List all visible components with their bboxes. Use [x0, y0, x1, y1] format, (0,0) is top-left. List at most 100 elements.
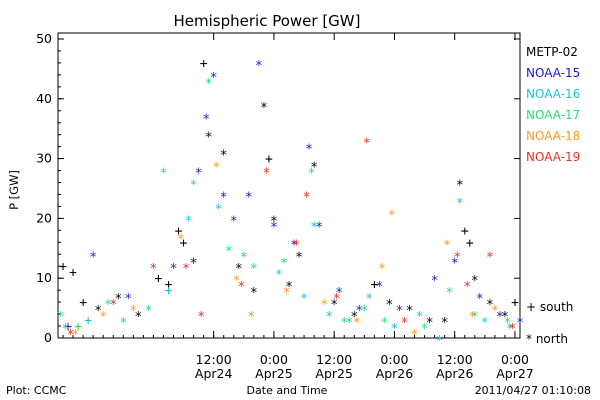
data-point: +	[165, 284, 173, 299]
data-point: *	[57, 310, 65, 325]
data-point: *	[285, 280, 293, 295]
data-point: *	[416, 310, 424, 325]
data-point: *	[456, 196, 464, 211]
data-point: *	[504, 316, 512, 331]
data-point: *	[290, 238, 298, 253]
data-point: *	[94, 304, 102, 319]
data-point: *	[280, 256, 288, 271]
data-point: *	[129, 304, 137, 319]
data-point: *	[501, 310, 509, 325]
data-point: +	[370, 278, 378, 293]
data-point: *	[197, 310, 205, 325]
data-point: *	[375, 280, 383, 295]
data-point: +	[175, 224, 183, 239]
data-point: +	[155, 272, 163, 287]
y-tick-label: 30	[36, 151, 52, 166]
data-point: *	[496, 310, 504, 325]
data-point: *	[310, 220, 318, 235]
data-point: *	[315, 220, 323, 235]
data-point: +	[79, 296, 87, 311]
data-point: *	[119, 316, 127, 331]
data-point: *	[202, 113, 210, 128]
data-point: *	[363, 137, 371, 152]
data-point: *	[124, 292, 132, 307]
hemisphere-key-entry: * north	[526, 332, 568, 346]
x-tick-time: 12:00	[196, 352, 232, 367]
data-point: *	[431, 274, 439, 289]
data-point: *	[411, 328, 419, 343]
data-point: *	[295, 250, 303, 265]
data-point: +	[64, 320, 72, 335]
hemisphere-key: + south * north	[526, 300, 573, 346]
data-point: *	[245, 190, 253, 205]
footer-timestamp: 2011/04/27 01:10:08	[475, 384, 591, 397]
data-point: *	[378, 262, 386, 277]
data-point: *	[506, 322, 514, 337]
data-point: *	[406, 304, 414, 319]
data-point: *	[516, 316, 524, 331]
data-point: *	[237, 280, 245, 295]
data-point: *	[386, 298, 394, 313]
x-tick-date: Apr25	[315, 366, 353, 381]
data-point: *	[333, 292, 341, 307]
x-tick-time: 0:00	[260, 352, 288, 367]
x-tick-time: 0:00	[501, 352, 529, 367]
data-point: *	[170, 262, 178, 277]
legend-entry: NOAA-19	[526, 150, 580, 164]
legend-entry: NOAA-15	[526, 66, 580, 80]
legend-entry: METP-02	[526, 45, 578, 59]
data-point: *	[353, 316, 361, 331]
data-point: *	[104, 298, 112, 313]
data-point: +	[200, 56, 208, 71]
data-point: *	[340, 316, 348, 331]
data-point: *	[149, 262, 157, 277]
legend-entry: NOAA-18	[526, 129, 580, 143]
data-point: *	[190, 256, 198, 271]
data-point: *	[250, 286, 258, 301]
data-point: *	[134, 310, 142, 325]
data-point: +	[461, 224, 469, 239]
data-point: +	[84, 314, 92, 329]
data-point: *	[67, 328, 75, 343]
data-point: *	[491, 304, 499, 319]
data-point: *	[235, 262, 243, 277]
data-point: *	[230, 214, 238, 229]
data-point: *	[232, 274, 240, 289]
data-point: *	[109, 298, 117, 313]
data-point: *	[396, 304, 404, 319]
data-point: *	[195, 167, 203, 182]
data-point: *	[426, 316, 434, 331]
x-tick-date: Apr26	[376, 366, 414, 381]
legend-entry: NOAA-17	[526, 108, 580, 122]
x-tick-date: Apr27	[496, 366, 534, 381]
data-point: *	[401, 316, 409, 331]
x-tick-time: 12:00	[437, 352, 473, 367]
data-point: *	[255, 59, 263, 74]
x-tick-time: 0:00	[380, 352, 408, 367]
data-point: *	[468, 310, 476, 325]
y-axis-label: P [GW]	[7, 170, 21, 210]
data-point: *	[220, 149, 228, 164]
data-point: *	[421, 322, 429, 337]
data-point: *	[220, 190, 228, 205]
x-tick-date: Apr26	[436, 366, 474, 381]
data-point: *	[240, 250, 248, 265]
x-tick-time: 12:00	[316, 352, 352, 367]
hemisphere-key-entry: + south	[526, 300, 573, 314]
chart-title: Hemispheric Power [GW]	[174, 12, 361, 30]
data-point: *	[325, 310, 333, 325]
data-point: *	[310, 161, 318, 176]
legend-entry: NOAA-16	[526, 87, 580, 101]
data-point: *	[270, 220, 278, 235]
data-point: *	[300, 292, 308, 307]
data-point: *	[446, 286, 454, 301]
data-point: *	[260, 101, 268, 116]
data-point: *	[160, 167, 168, 182]
data-point: *	[205, 77, 213, 92]
data-point: *	[144, 304, 152, 319]
data-point: *	[388, 208, 396, 223]
data-point: *	[320, 298, 328, 313]
data-point: *	[177, 232, 185, 247]
data-point: *	[380, 316, 388, 331]
